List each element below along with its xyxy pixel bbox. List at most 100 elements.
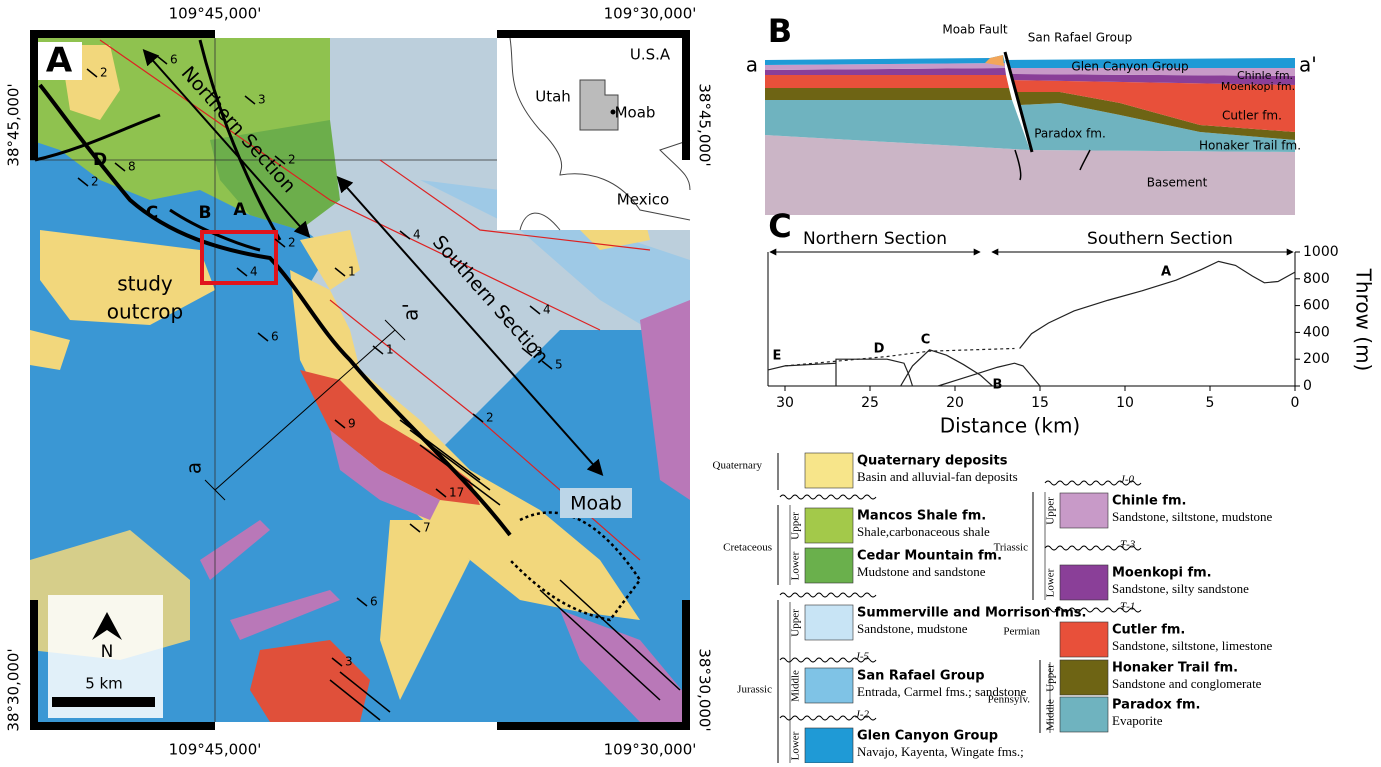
division-label: Upper <box>1045 664 1057 692</box>
legend-desc: Sandstone, mudstone <box>857 621 968 636</box>
legend-desc: Navajo, Kayenta, Wingate fms.; <box>857 744 1024 759</box>
coord-label: 109°45,000' <box>169 741 262 759</box>
coord-label: 38°45,000' <box>5 83 23 166</box>
layer-cutler <box>765 75 1009 88</box>
division-label: Upper <box>790 512 802 540</box>
legend-desc: Mudstone and sandstone <box>857 564 986 579</box>
figure: Northern Section Southern Section a a' s… <box>0 0 1381 763</box>
legend-title: Chinle fm. <box>1112 494 1186 509</box>
dip-value: 4 <box>413 228 421 242</box>
section-label: Honaker Trail fm. <box>1199 139 1301 153</box>
legend-swatch <box>805 728 853 763</box>
division-label: Upper <box>1045 497 1057 525</box>
inset-label: Moab <box>615 104 656 122</box>
legend-title: San Rafael Group <box>857 669 985 684</box>
dip-value: 5 <box>555 358 563 372</box>
legend-title: Honaker Trail fm. <box>1112 661 1238 676</box>
throw-line <box>768 363 836 370</box>
panel-label: A <box>46 41 73 81</box>
panel-label: B <box>768 12 792 50</box>
section-label: San Rafael Group <box>1028 31 1132 45</box>
period-label: Permian <box>1003 626 1040 638</box>
legend-title: Paradox fm. <box>1112 698 1200 713</box>
section-label: Glen Canyon Group <box>1071 60 1188 74</box>
dip-value: 8 <box>128 160 136 174</box>
dip-value: 6 <box>370 595 378 609</box>
scale-bar <box>52 697 155 707</box>
division-label: Lower <box>790 731 802 760</box>
layer-honaker <box>765 88 1012 100</box>
cross-section: B a a' Moab Fault San Rafael Group Glen … <box>746 12 1317 215</box>
profile-label: a' <box>399 303 423 321</box>
coord-label: 38°30,000' <box>696 648 714 731</box>
x-tick-label: 30 <box>776 395 794 411</box>
surface-label: Ŧ-1 <box>1120 601 1135 613</box>
legend-desc: Sandstone and conglomerate <box>1112 676 1262 691</box>
dip-value: 3 <box>258 93 266 107</box>
legend-swatch <box>805 605 853 640</box>
frame <box>682 38 690 160</box>
legend-swatch <box>1060 493 1108 528</box>
fault-label: D <box>93 150 107 170</box>
legend-title: Glen Canyon Group <box>857 729 998 744</box>
legend-swatch <box>805 508 853 543</box>
legend-swatch <box>1060 565 1108 600</box>
surface-label: J-5 <box>855 651 870 663</box>
y-tick-label: 600 <box>1303 298 1330 314</box>
section-label: Paradox fm. <box>1034 127 1106 141</box>
series-label: E <box>773 348 782 363</box>
inset-label: U.S.A <box>630 46 671 64</box>
legend-title: Cedar Mountain fm. <box>857 549 1002 564</box>
town-label: Moab <box>570 493 622 515</box>
surface-label: Ŧ-3 <box>1120 539 1136 551</box>
x-tick-label: 0 <box>1291 395 1300 411</box>
surface-label: J-2 <box>855 709 870 721</box>
dip-value: 2 <box>100 66 108 80</box>
section-label: Basement <box>1147 176 1208 190</box>
fault-label: A <box>233 200 247 220</box>
study-label: study <box>117 272 173 296</box>
series-label: B <box>993 378 1003 393</box>
y-tick-label: 1000 <box>1303 244 1339 260</box>
legend: Quaternary Cretaceous Jurassic Triassic … <box>713 453 1273 763</box>
dip-value: 1 <box>386 343 394 357</box>
section-end: a' <box>1299 53 1317 77</box>
dip-value: 1 <box>348 265 356 279</box>
y-axis-title: Throw (m) <box>1352 268 1376 372</box>
series-label: A <box>1161 265 1171 280</box>
section-label: Moab Fault <box>942 23 1008 37</box>
legend-swatch <box>1060 697 1108 732</box>
dip-value: 2 <box>91 175 99 189</box>
throw-line <box>836 359 913 386</box>
fault-label: C <box>146 203 158 223</box>
surface-label: J-0 <box>1120 474 1135 486</box>
legend-swatch <box>1060 622 1108 657</box>
x-tick-label: 10 <box>1116 395 1134 411</box>
dip-value: 2 <box>288 236 296 250</box>
legend-swatch <box>805 453 853 488</box>
legend-title: Cutler fm. <box>1112 623 1185 638</box>
legend-swatch <box>1060 660 1108 695</box>
x-axis-title: Distance (km) <box>940 414 1080 438</box>
throw-line <box>1020 261 1295 348</box>
panel-label: C <box>768 207 791 245</box>
section-label: Southern Section <box>1087 229 1233 249</box>
section-end: a <box>746 53 758 77</box>
coord-label: 38°30,000' <box>5 648 23 731</box>
unconformity <box>780 593 876 597</box>
x-tick-label: 5 <box>1206 395 1215 411</box>
division-label: Upper <box>790 609 802 637</box>
legend-title: Mancos Shale fm. <box>857 509 986 524</box>
frame <box>30 600 38 722</box>
section-label: Moenkopi fm. <box>1221 80 1295 93</box>
legend-title: Summerville and Morrison fms. <box>857 606 1086 621</box>
legend-desc: Basin and alluvial-fan deposits <box>857 469 1018 484</box>
y-tick-label: 0 <box>1303 378 1312 394</box>
frame <box>497 30 690 38</box>
legend-desc: Evaporite <box>1112 713 1163 728</box>
legend-title: Quaternary deposits <box>857 454 1008 469</box>
legend-swatch <box>805 548 853 583</box>
division-label: Middle <box>790 670 802 702</box>
dip-value: 17 <box>449 486 464 500</box>
division-label: Middle <box>1045 699 1057 731</box>
